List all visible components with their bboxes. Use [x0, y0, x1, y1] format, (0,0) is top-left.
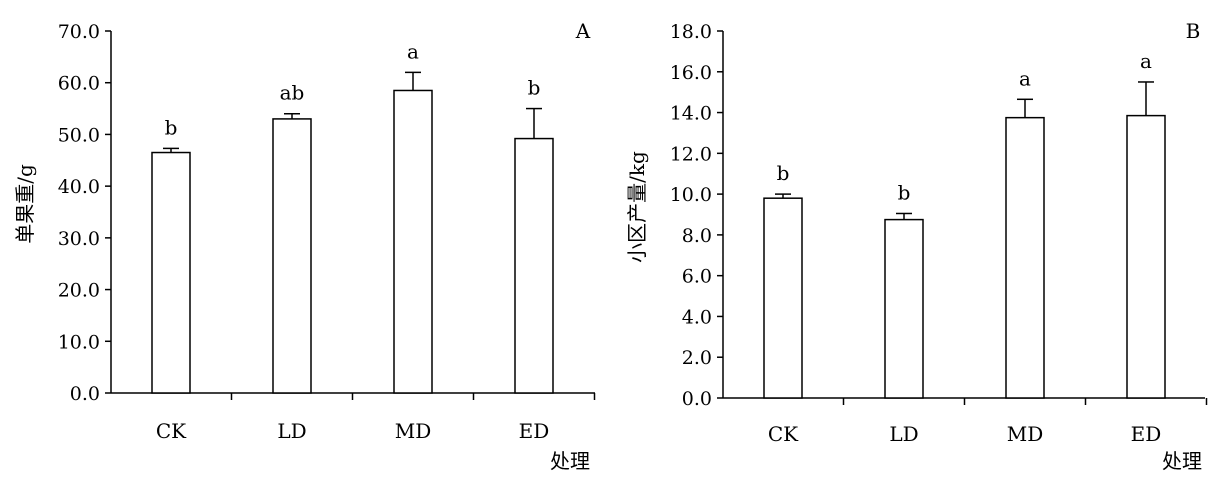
y-axis-label: 单果重/g	[13, 164, 37, 244]
significance-label: a	[407, 39, 419, 63]
y-tick-label: 60.0	[58, 73, 100, 95]
x-tick-label: ED	[519, 419, 550, 443]
y-tick-label: 50.0	[58, 124, 100, 146]
y-tick-label: 40.0	[58, 176, 100, 198]
y-tick-label: 70.0	[58, 21, 100, 43]
bar	[514, 137, 554, 394]
y-tick-label: 18.0	[670, 21, 712, 43]
bar	[1126, 114, 1166, 399]
x-axis-label: 处理	[1162, 449, 1202, 473]
significance-label: b	[777, 161, 790, 185]
x-tick-label: LD	[277, 419, 306, 443]
significance-label: b	[528, 76, 541, 100]
x-tick-label: MD	[395, 419, 432, 443]
significance-label: b	[165, 115, 178, 139]
bar	[151, 151, 191, 394]
y-tick-label: 4.0	[682, 306, 712, 328]
y-tick-label: 12.0	[670, 143, 712, 165]
x-tick-label: LD	[889, 422, 918, 446]
x-tick-label: ED	[1131, 422, 1162, 446]
bar	[272, 118, 312, 394]
significance-label: b	[898, 180, 911, 204]
x-tick-label: MD	[1007, 422, 1044, 446]
y-tick-label: 14.0	[670, 103, 712, 125]
y-tick-label: 10.0	[58, 331, 100, 353]
significance-label: ab	[280, 81, 305, 105]
y-tick-label: 16.0	[670, 62, 712, 84]
panel-label: B	[1186, 19, 1201, 43]
y-tick-label: 0.0	[70, 383, 100, 405]
bar	[763, 197, 803, 399]
y-tick-label: 30.0	[58, 228, 100, 250]
panel-label: A	[575, 19, 591, 43]
significance-label: a	[1019, 66, 1031, 90]
bar	[1005, 116, 1045, 399]
significance-label: a	[1140, 49, 1152, 73]
x-tick-label: CK	[156, 419, 187, 443]
y-tick-label: 2.0	[682, 347, 712, 369]
bar	[884, 218, 924, 399]
x-axis-label: 处理	[550, 449, 590, 473]
y-axis-label: 小区产量/kg	[625, 151, 649, 263]
chart-panel-b: 0.0 2.0 4.0 6.0 8.0 10.0 12.0 14.0 16.0 18.0 b CK b L…	[625, 19, 1208, 473]
y-tick-label: 6.0	[682, 266, 712, 288]
y-tick-label: 0.0	[682, 388, 712, 410]
x-tick-label: CK	[768, 422, 799, 446]
bar	[393, 89, 433, 394]
y-tick-label: 10.0	[670, 184, 712, 206]
chart-panel-a: 0.0 10.0 20.0 30.0 40.0 50.0 60.0 70.0 b CK ab LD a M…	[13, 19, 596, 473]
y-tick-label: 8.0	[682, 225, 712, 247]
y-tick-label: 20.0	[58, 280, 100, 302]
